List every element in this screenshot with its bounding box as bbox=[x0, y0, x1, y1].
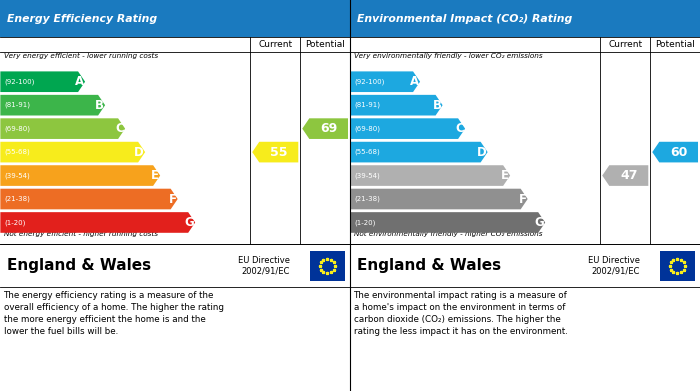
Text: C: C bbox=[455, 122, 464, 135]
Polygon shape bbox=[351, 142, 488, 162]
Text: G: G bbox=[184, 216, 194, 229]
Text: Current: Current bbox=[258, 40, 293, 49]
Text: (69-80): (69-80) bbox=[354, 126, 380, 132]
Text: 69: 69 bbox=[320, 122, 337, 135]
Text: A: A bbox=[410, 75, 419, 88]
Text: (55-68): (55-68) bbox=[4, 149, 30, 155]
Bar bbox=[350, 244, 700, 287]
Text: EU Directive
2002/91/EC: EU Directive 2002/91/EC bbox=[588, 256, 640, 276]
Text: Very energy efficient - lower running costs: Very energy efficient - lower running co… bbox=[4, 53, 158, 59]
Bar bbox=[659, 251, 694, 281]
Polygon shape bbox=[351, 118, 465, 139]
Bar bbox=[350, 0, 700, 37]
Text: The energy efficiency rating is a measure of the
overall efficiency of a home. T: The energy efficiency rating is a measur… bbox=[4, 291, 223, 336]
Text: (1-20): (1-20) bbox=[4, 219, 26, 226]
Text: A: A bbox=[75, 75, 84, 88]
Polygon shape bbox=[0, 189, 178, 209]
Text: Potential: Potential bbox=[655, 40, 695, 49]
Text: E: E bbox=[151, 169, 159, 182]
Polygon shape bbox=[302, 118, 348, 139]
Text: F: F bbox=[169, 192, 176, 206]
Text: England & Wales: England & Wales bbox=[7, 258, 151, 273]
Text: Energy Efficiency Rating: Energy Efficiency Rating bbox=[7, 14, 157, 23]
Text: Potential: Potential bbox=[305, 40, 345, 49]
Text: (81-91): (81-91) bbox=[4, 102, 30, 108]
Text: Not environmentally friendly - higher CO₂ emissions: Not environmentally friendly - higher CO… bbox=[354, 231, 542, 237]
Polygon shape bbox=[602, 165, 648, 186]
Bar bbox=[0, 0, 350, 37]
Text: (1-20): (1-20) bbox=[354, 219, 376, 226]
Text: (55-68): (55-68) bbox=[354, 149, 380, 155]
Text: Very environmentally friendly - lower CO₂ emissions: Very environmentally friendly - lower CO… bbox=[354, 53, 542, 59]
Text: The environmental impact rating is a measure of
a home's impact on the environme: The environmental impact rating is a mea… bbox=[354, 291, 568, 336]
Bar bbox=[309, 251, 344, 281]
Text: G: G bbox=[534, 216, 544, 229]
Text: (39-54): (39-54) bbox=[354, 172, 380, 179]
Text: C: C bbox=[116, 122, 124, 135]
Text: (81-91): (81-91) bbox=[354, 102, 380, 108]
Text: Environmental Impact (CO₂) Rating: Environmental Impact (CO₂) Rating bbox=[357, 14, 573, 23]
Text: (21-38): (21-38) bbox=[4, 196, 30, 202]
Text: Not energy efficient - higher running costs: Not energy efficient - higher running co… bbox=[4, 231, 158, 237]
Polygon shape bbox=[351, 189, 528, 209]
Text: E: E bbox=[501, 169, 509, 182]
Text: 55: 55 bbox=[270, 145, 288, 159]
Polygon shape bbox=[0, 118, 125, 139]
Text: (69-80): (69-80) bbox=[4, 126, 30, 132]
Polygon shape bbox=[0, 95, 105, 115]
Text: F: F bbox=[519, 192, 526, 206]
Polygon shape bbox=[0, 165, 160, 186]
Text: (39-54): (39-54) bbox=[4, 172, 30, 179]
Polygon shape bbox=[0, 212, 195, 233]
Text: (21-38): (21-38) bbox=[354, 196, 380, 202]
Polygon shape bbox=[652, 142, 698, 162]
Text: (92-100): (92-100) bbox=[354, 79, 384, 85]
Text: EU Directive
2002/91/EC: EU Directive 2002/91/EC bbox=[238, 256, 290, 276]
Polygon shape bbox=[351, 72, 420, 92]
Text: D: D bbox=[134, 145, 144, 159]
Polygon shape bbox=[0, 72, 85, 92]
Text: B: B bbox=[95, 99, 104, 112]
Polygon shape bbox=[351, 95, 442, 115]
Text: (92-100): (92-100) bbox=[4, 79, 34, 85]
Bar bbox=[0, 244, 350, 287]
Text: D: D bbox=[477, 145, 486, 159]
Text: 47: 47 bbox=[620, 169, 638, 182]
Polygon shape bbox=[252, 142, 298, 162]
Text: England & Wales: England & Wales bbox=[357, 258, 501, 273]
Polygon shape bbox=[0, 142, 145, 162]
Text: B: B bbox=[433, 99, 442, 112]
Polygon shape bbox=[351, 165, 510, 186]
Text: 60: 60 bbox=[670, 145, 687, 159]
Text: Current: Current bbox=[608, 40, 643, 49]
Polygon shape bbox=[351, 212, 545, 233]
